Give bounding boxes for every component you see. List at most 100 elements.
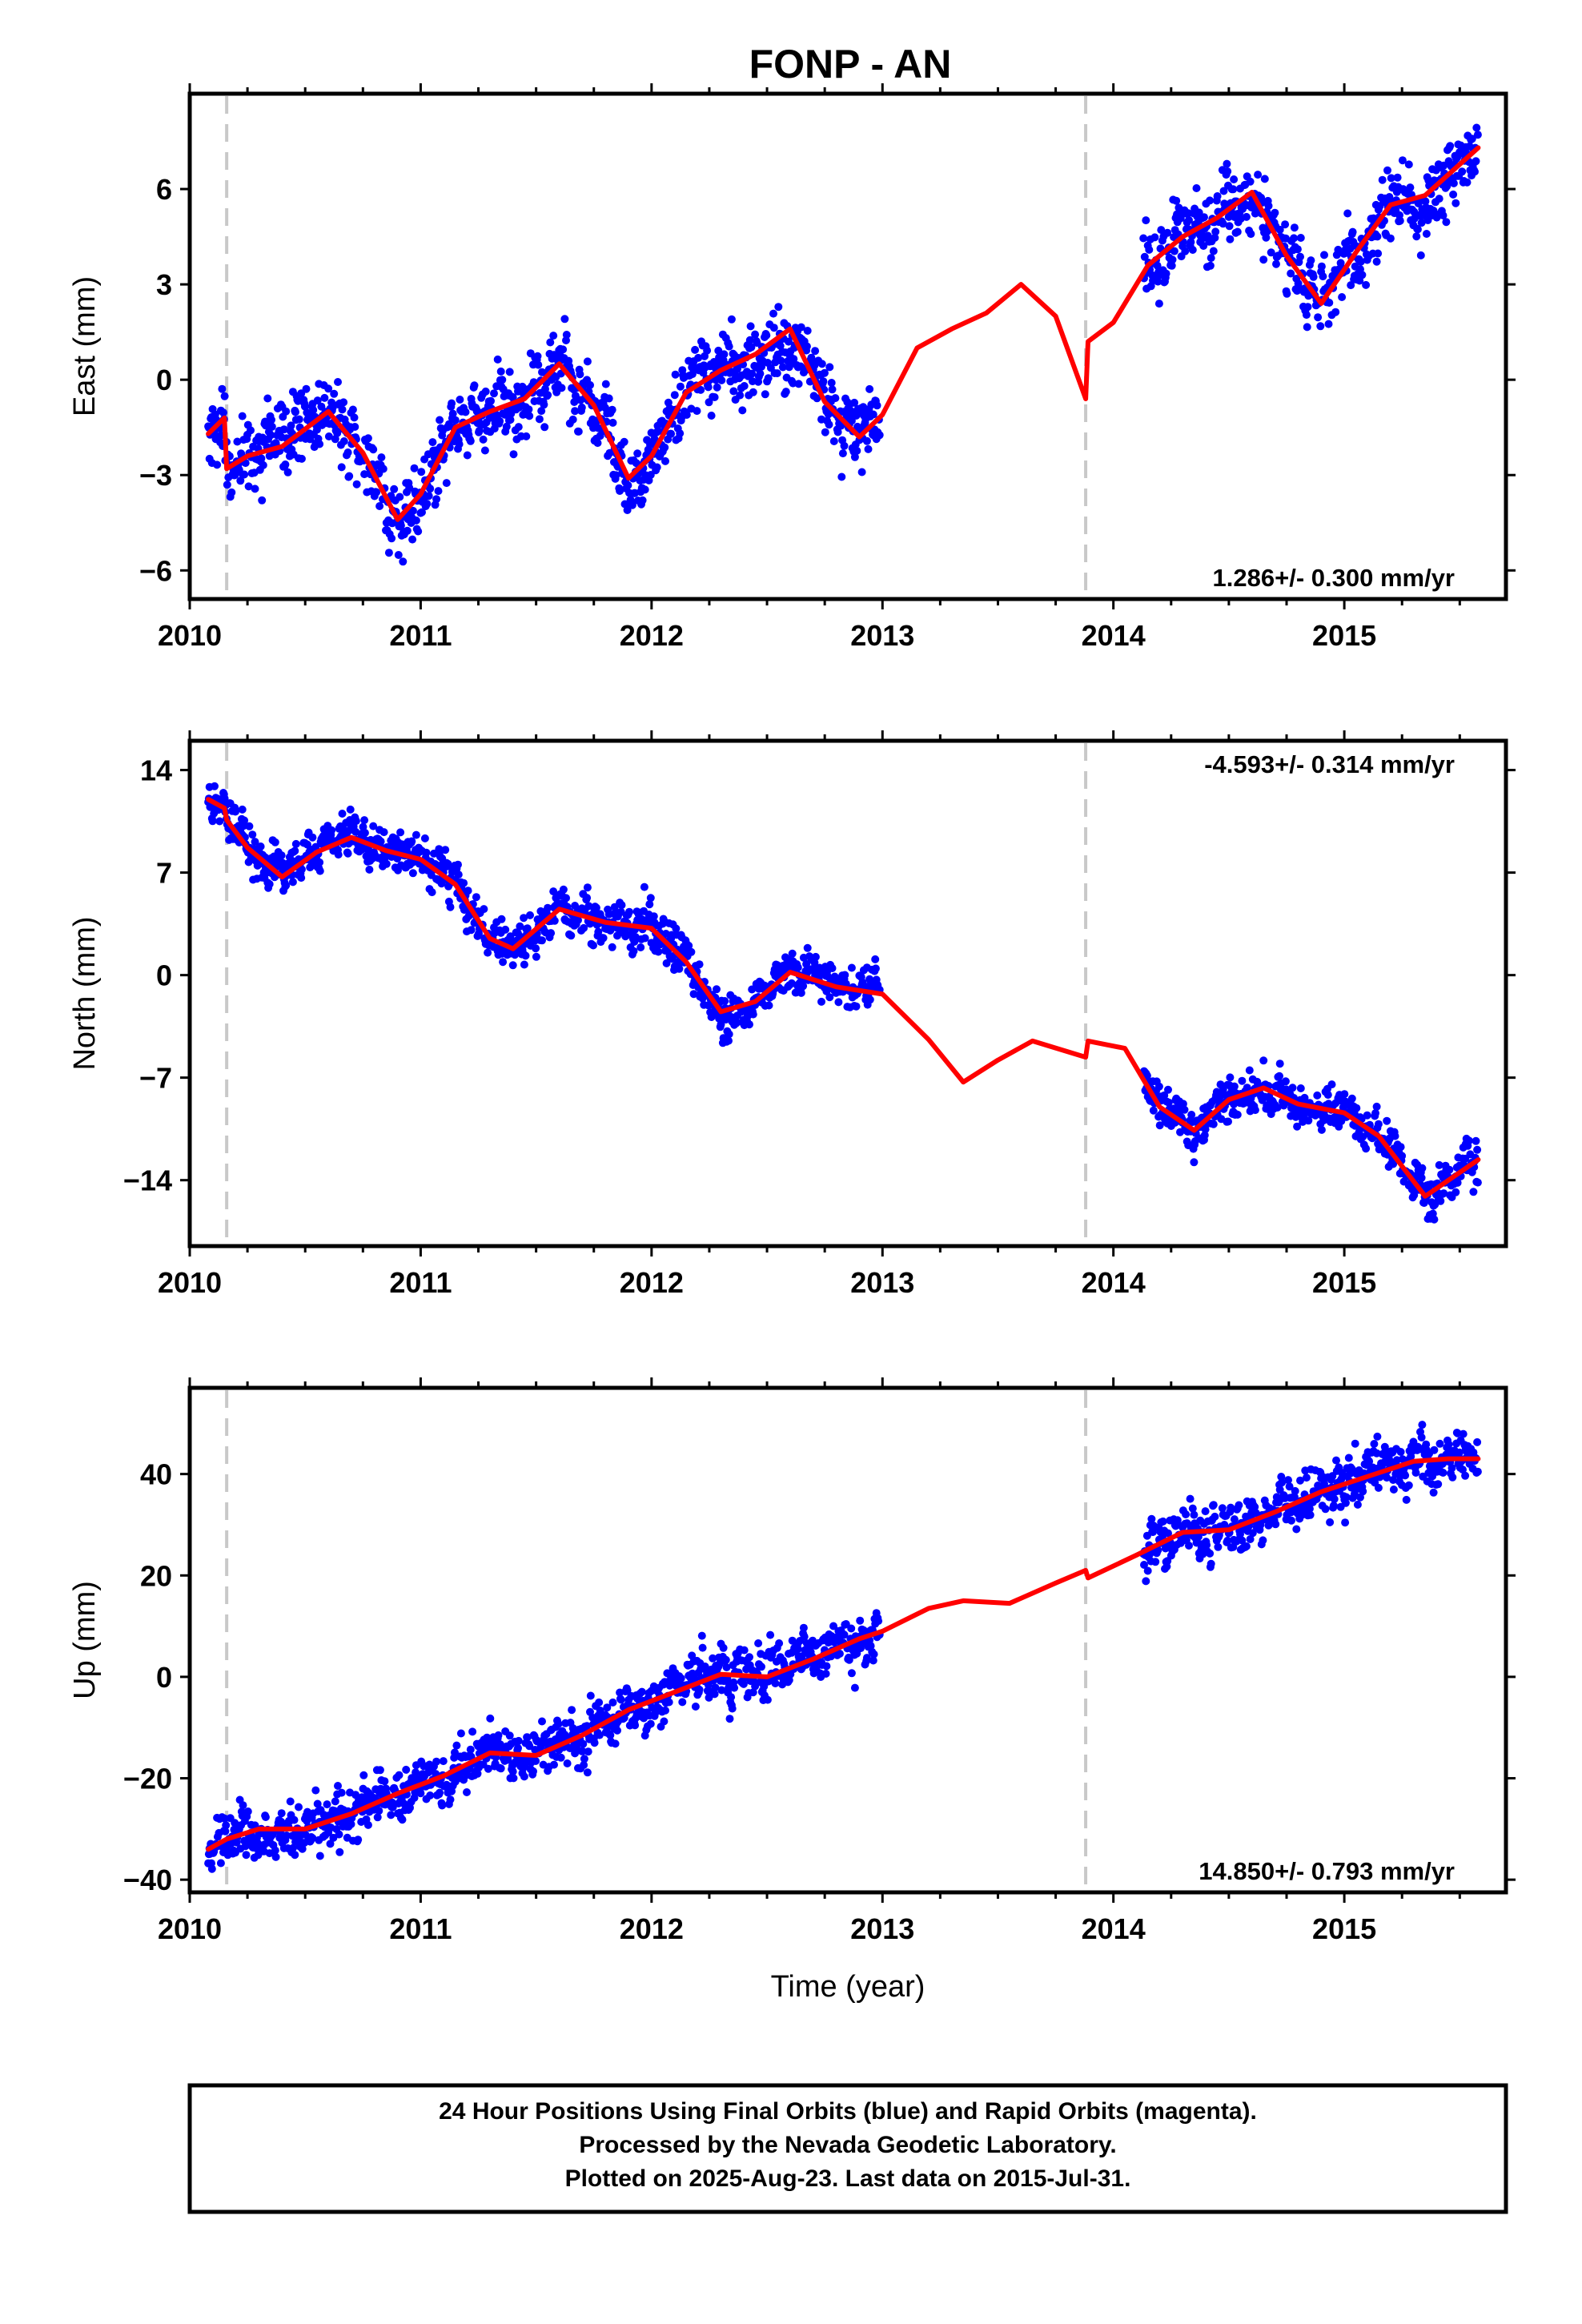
observation-point xyxy=(769,324,778,332)
observation-point xyxy=(1248,1529,1257,1538)
observation-point xyxy=(420,834,429,842)
x-tick-label: 2010 xyxy=(158,1266,222,1299)
observation-point xyxy=(282,407,291,416)
observation-point xyxy=(727,315,736,324)
observation-point xyxy=(595,1731,604,1739)
observation-point xyxy=(1275,225,1284,234)
observation-point xyxy=(277,1809,286,1818)
observation-point xyxy=(537,407,546,416)
observation-point xyxy=(242,1851,251,1860)
observation-point xyxy=(1418,1421,1427,1429)
observation-point xyxy=(334,378,342,386)
observation-point xyxy=(1162,269,1170,278)
y-tick-label: 7 xyxy=(156,857,172,890)
observation-point xyxy=(360,829,369,837)
observation-point xyxy=(387,1811,396,1819)
observation-point xyxy=(1194,1533,1203,1541)
x-tick-label: 2015 xyxy=(1312,1266,1376,1299)
observation-point xyxy=(1306,1510,1315,1519)
observation-point xyxy=(649,912,658,921)
plot-frame xyxy=(187,738,1508,1248)
observation-point xyxy=(1238,1076,1247,1085)
observation-point xyxy=(571,902,580,910)
observation-point xyxy=(320,393,329,402)
observation-point xyxy=(785,337,793,346)
observation-point xyxy=(1307,256,1315,265)
observation-point xyxy=(688,370,697,379)
observation-point xyxy=(616,907,625,916)
observation-point xyxy=(422,848,431,857)
observation-point xyxy=(1227,1503,1235,1512)
observation-point xyxy=(221,1827,230,1835)
observation-point xyxy=(461,408,470,416)
observation-point xyxy=(408,837,416,846)
observation-point xyxy=(869,1656,877,1665)
observation-point xyxy=(408,535,417,544)
observation-point xyxy=(239,1801,247,1810)
observation-point xyxy=(424,492,433,501)
observation-point xyxy=(1383,166,1391,175)
observation-point xyxy=(584,902,593,911)
observation-point xyxy=(535,415,544,424)
observation-point xyxy=(825,363,834,372)
observation-point xyxy=(308,1834,317,1843)
observation-point xyxy=(873,401,881,410)
observation-point xyxy=(426,485,435,493)
observation-point xyxy=(1473,131,1482,139)
observation-point xyxy=(676,429,685,438)
y-tick-label: 0 xyxy=(156,959,172,992)
observation-point xyxy=(845,1655,853,1664)
observation-point xyxy=(616,487,624,495)
observation-points xyxy=(204,123,1482,566)
observation-point xyxy=(799,1623,808,1632)
observation-point xyxy=(1155,1121,1164,1130)
observation-point xyxy=(803,943,812,952)
observation-point xyxy=(291,839,300,848)
observation-point xyxy=(608,405,616,414)
observation-point xyxy=(583,1768,592,1777)
observation-point xyxy=(1287,1516,1295,1525)
observation-point xyxy=(345,472,354,480)
observation-point xyxy=(1320,251,1328,259)
observation-point xyxy=(1389,1476,1398,1484)
observation-point xyxy=(1303,303,1312,312)
observation-point xyxy=(1429,1488,1438,1497)
observation-point xyxy=(771,1679,780,1687)
observation-point xyxy=(650,435,659,444)
observation-point xyxy=(523,1733,532,1742)
observation-point xyxy=(538,936,546,945)
observation-point xyxy=(417,468,426,476)
observation-point xyxy=(765,1001,773,1010)
observation-point xyxy=(793,1645,802,1654)
observation-point xyxy=(291,408,299,416)
observation-point xyxy=(1453,1178,1462,1187)
y-axis-label: North (mm) xyxy=(68,916,102,1070)
observation-point xyxy=(1287,269,1295,278)
observation-point xyxy=(231,807,239,816)
observation-point xyxy=(1316,322,1325,331)
observation-point xyxy=(387,534,396,543)
observation-point xyxy=(690,1675,699,1683)
observation-point xyxy=(871,964,880,973)
observation-point xyxy=(335,1848,344,1856)
observation-point xyxy=(841,971,849,979)
observation-point xyxy=(583,883,592,892)
observation-point xyxy=(850,452,859,461)
observation-point xyxy=(330,389,339,398)
observation-point xyxy=(267,416,275,424)
observation-point xyxy=(456,1729,465,1738)
observation-point xyxy=(436,416,444,424)
observation-point xyxy=(1209,1120,1218,1128)
observation-point xyxy=(745,1020,753,1029)
observation-point xyxy=(583,894,592,903)
observation-point xyxy=(695,960,704,969)
observation-point xyxy=(1207,254,1215,263)
observation-point xyxy=(601,380,610,388)
observation-point xyxy=(496,416,504,425)
observation-point xyxy=(1445,1165,1454,1174)
observation-point xyxy=(725,1030,733,1039)
observation-point xyxy=(580,1761,588,1769)
observation-point xyxy=(709,1654,717,1663)
observation-point xyxy=(1273,1104,1282,1112)
observation-point xyxy=(295,415,303,424)
